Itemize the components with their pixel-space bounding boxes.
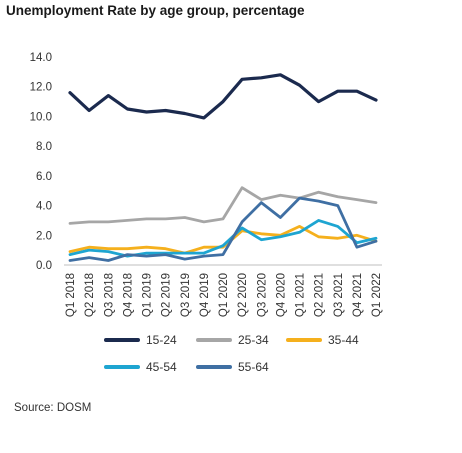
legend-swatch	[196, 338, 232, 342]
series-line-15-24	[68, 73, 378, 120]
y-tick-label: 12.0	[30, 82, 52, 94]
x-tick-label: Q1 2022	[371, 273, 383, 317]
chart-title: Unemployment Rate by age group, percenta…	[6, 3, 305, 18]
x-tick-label: Q1 2019	[142, 273, 154, 317]
x-tick-label: Q2 2020	[237, 273, 249, 317]
x-axis-ticks: Q1 2018 Q2 2018 Q3 2018 Q4 2018 Q1 2019 Q2 20…	[65, 273, 383, 317]
legend-swatch	[104, 365, 140, 369]
x-tick-label: Q3 2018	[103, 273, 115, 317]
x-tick-label: Q4 2020	[275, 273, 287, 317]
legend-label: 35-44	[328, 333, 359, 347]
x-tick-label: Q1 2020	[218, 273, 230, 317]
x-tick-label: Q2 2021	[314, 273, 326, 317]
y-tick-label: 14.0	[30, 52, 52, 64]
legend-item-15-24: 15-24	[104, 333, 177, 347]
legend-label: 25-34	[238, 333, 269, 347]
y-tick-label: 8.0	[36, 141, 52, 153]
y-tick-label: 2.0	[36, 230, 52, 242]
legend-item-45-54: 45-54	[104, 360, 177, 374]
legend-item-25-34: 25-34	[196, 333, 269, 347]
series-line-25-34	[68, 186, 378, 225]
series-line-45-54	[68, 218, 378, 258]
x-tick-label: Q4 2019	[199, 273, 211, 317]
legend-label: 45-54	[146, 360, 177, 374]
legend-item-35-44: 35-44	[286, 333, 359, 347]
source-note: Source: DOSM	[14, 402, 92, 414]
legend-swatch	[196, 365, 232, 369]
legend-label: 55-64	[238, 360, 269, 374]
x-tick-label: Q3 2021	[333, 273, 345, 317]
x-tick-label: Q4 2021	[352, 273, 364, 317]
y-tick-label: 0.0	[36, 260, 52, 272]
x-tick-label: Q1 2018	[65, 273, 77, 317]
series-line-55-64	[68, 196, 378, 262]
x-tick-label: Q1 2021	[295, 273, 307, 317]
x-tick-label: Q3 2019	[180, 273, 192, 317]
y-axis-ticks: 0.0 2.0 4.0 6.0 8.0 10.0 12.0 14.0	[30, 52, 52, 272]
legend-label: 15-24	[146, 333, 177, 347]
x-tick-label: Q2 2019	[161, 273, 173, 317]
series-line-35-44	[68, 224, 378, 255]
x-tick-label: Q3 2020	[256, 273, 268, 317]
series-lines	[68, 73, 378, 262]
y-tick-label: 6.0	[36, 171, 52, 183]
legend-swatch	[104, 338, 140, 342]
y-tick-label: 4.0	[36, 201, 52, 213]
x-tick-label: Q4 2018	[122, 273, 134, 317]
legend-swatch	[286, 338, 322, 342]
x-tick-label: Q2 2018	[84, 273, 96, 317]
legend-item-55-64: 55-64	[196, 360, 269, 374]
y-tick-label: 10.0	[30, 111, 52, 123]
